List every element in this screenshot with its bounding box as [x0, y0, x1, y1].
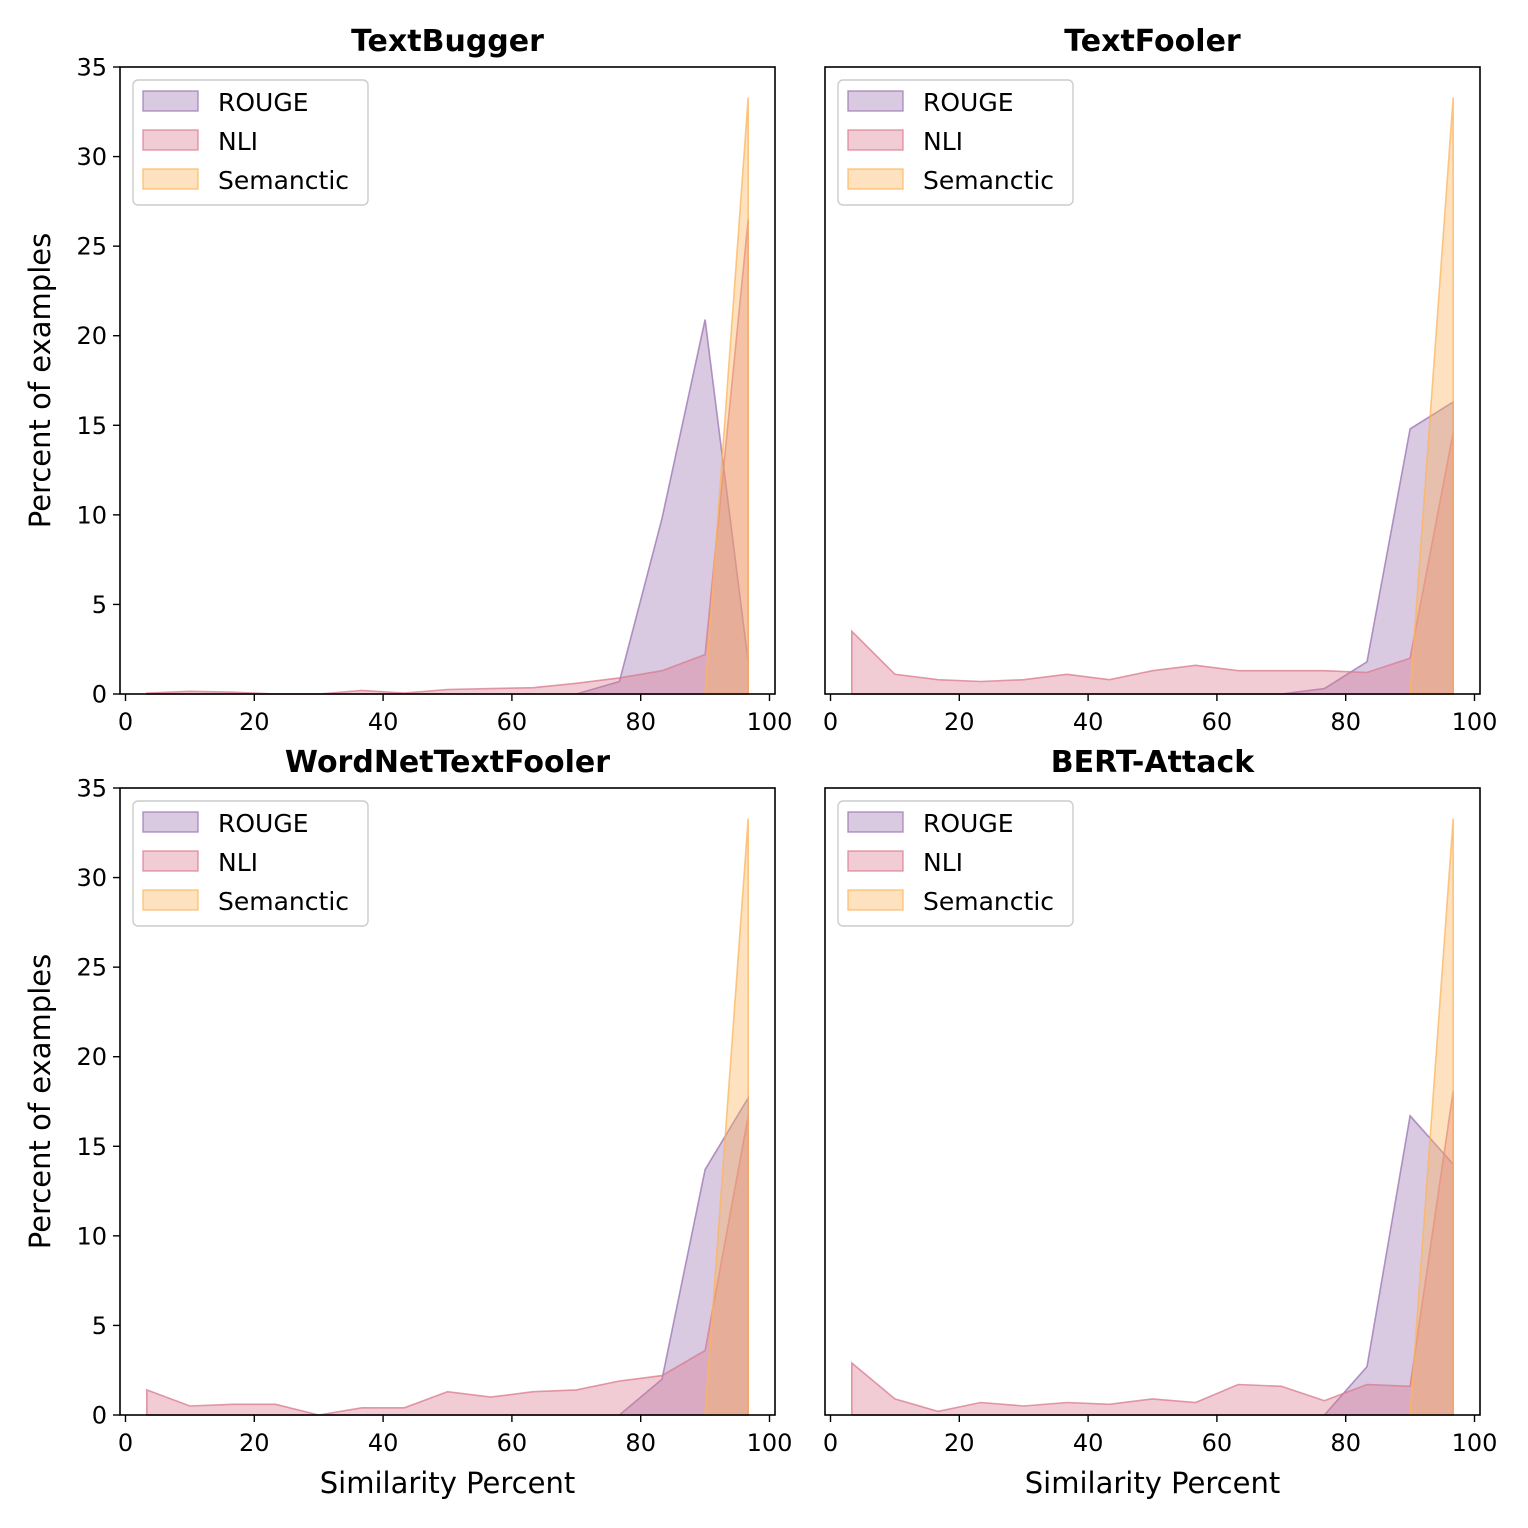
x-tick-label: 40	[368, 708, 399, 736]
chart-title: WordNetTextFooler	[285, 745, 610, 780]
legend-label-semanctic: Semanctic	[218, 887, 349, 916]
legend-swatch-nli	[847, 850, 904, 872]
x-tick-label: 0	[118, 708, 133, 736]
y-tick-label: 5	[92, 591, 107, 619]
legend: ROUGE NLI Semanctic	[837, 79, 1074, 206]
x-tick-label: 80	[625, 1429, 656, 1457]
y-tick-label: 30	[76, 864, 107, 892]
legend-label-nli: NLI	[218, 848, 258, 877]
chart-panel-bert-attack: 0 20 40 60 80 100 BERT-Attack Similarity Percen…	[823, 745, 1498, 1500]
legend: ROUGE NLI Semanctic	[132, 79, 369, 206]
legend-label-nli: NLI	[923, 127, 963, 156]
x-tick-label: 60	[497, 1429, 528, 1457]
y-tick-label: 15	[76, 1133, 107, 1161]
chart-panel-textfooler: 0 20 40 60 80 100 TextFooler ROUGE NLI Semanctic	[823, 24, 1498, 736]
x-tick-label: 100	[1452, 1429, 1498, 1457]
y-tick-label: 25	[76, 954, 107, 982]
x-tick-label: 80	[625, 708, 656, 736]
x-tick-label: 100	[747, 1429, 793, 1457]
x-tick-label: 80	[1330, 1429, 1361, 1457]
x-tick-label: 60	[1202, 708, 1233, 736]
legend-swatch-semanctic	[847, 168, 904, 190]
x-tick-label: 40	[1073, 1429, 1104, 1457]
x-tick-label: 100	[747, 708, 793, 736]
y-tick-label: 30	[76, 143, 107, 171]
legend-label-rouge: ROUGE	[218, 88, 309, 117]
axes-frame	[119, 787, 776, 1416]
x-axis-label: Similarity Percent	[1025, 1466, 1280, 1500]
x-tick-label: 100	[1452, 708, 1498, 736]
x-tick-label: 20	[944, 1429, 975, 1457]
chart-title: BERT-Attack	[1051, 745, 1256, 780]
x-tick-label: 80	[1330, 708, 1361, 736]
y-tick-label: 20	[76, 1043, 107, 1071]
x-tick-label: 20	[944, 708, 975, 736]
chart-panel-textbugger: 0 20 40 60 80 100 0 5 10 15 20 25 30 35 TextBugger Perc…	[23, 24, 792, 736]
legend-swatch-rouge	[847, 90, 904, 112]
x-tick-label: 60	[497, 708, 528, 736]
legend-label-semanctic: Semanctic	[923, 887, 1054, 916]
axes-frame	[119, 66, 776, 695]
x-tick-label: 20	[239, 1429, 270, 1457]
axes-frame	[824, 787, 1481, 1416]
legend-label-nli: NLI	[923, 848, 963, 877]
area-series-nli	[851, 432, 1454, 695]
legend-swatch-nli	[142, 850, 199, 872]
chart-title: TextFooler	[1064, 24, 1241, 59]
x-tick-label: 60	[1202, 1429, 1233, 1457]
y-tick-label: 25	[76, 233, 107, 261]
y-axis-label: Percent of examples	[23, 954, 57, 1249]
x-axis-label: Similarity Percent	[320, 1466, 575, 1500]
legend-label-rouge: ROUGE	[923, 88, 1014, 117]
legend-label-semanctic: Semanctic	[923, 166, 1054, 195]
y-tick-label: 10	[76, 501, 107, 529]
area-series-nli	[851, 1090, 1454, 1416]
y-tick-label: 10	[76, 1222, 107, 1250]
x-tick-label: 0	[118, 1429, 133, 1457]
legend-label-rouge: ROUGE	[218, 809, 309, 838]
legend-swatch-nli	[142, 129, 199, 151]
y-tick-label: 0	[92, 681, 107, 709]
axes-frame	[824, 66, 1481, 695]
y-tick-label: 15	[76, 412, 107, 440]
legend-swatch-semanctic	[847, 889, 904, 911]
chart-title: TextBugger	[351, 24, 544, 59]
legend-swatch-rouge	[142, 90, 199, 112]
area-series-nli	[146, 219, 749, 695]
y-tick-label: 35	[76, 775, 107, 803]
legend-label-rouge: ROUGE	[923, 809, 1014, 838]
x-tick-label: 0	[823, 708, 838, 736]
y-tick-label: 5	[92, 1312, 107, 1340]
x-tick-label: 20	[239, 708, 270, 736]
legend-label-nli: NLI	[218, 127, 258, 156]
y-tick-label: 0	[92, 1402, 107, 1430]
legend: ROUGE NLI Semanctic	[837, 800, 1074, 927]
legend-swatch-rouge	[142, 811, 199, 833]
legend-swatch-nli	[847, 129, 904, 151]
legend: ROUGE NLI Semanctic	[132, 800, 369, 927]
chart-panel-wordnettextfooler: 0 20 40 60 80 100 0 5 10 15 20 25 30 35 WordNetTextFoo…	[23, 745, 792, 1500]
y-tick-label: 20	[76, 322, 107, 350]
legend-swatch-rouge	[847, 811, 904, 833]
y-tick-label: 35	[76, 54, 107, 82]
x-tick-label: 40	[368, 1429, 399, 1457]
y-axis-label: Percent of examples	[23, 233, 57, 528]
legend-swatch-semanctic	[142, 889, 199, 911]
legend-label-semanctic: Semanctic	[218, 166, 349, 195]
x-tick-label: 40	[1073, 708, 1104, 736]
legend-swatch-semanctic	[142, 168, 199, 190]
x-tick-label: 0	[823, 1429, 838, 1457]
